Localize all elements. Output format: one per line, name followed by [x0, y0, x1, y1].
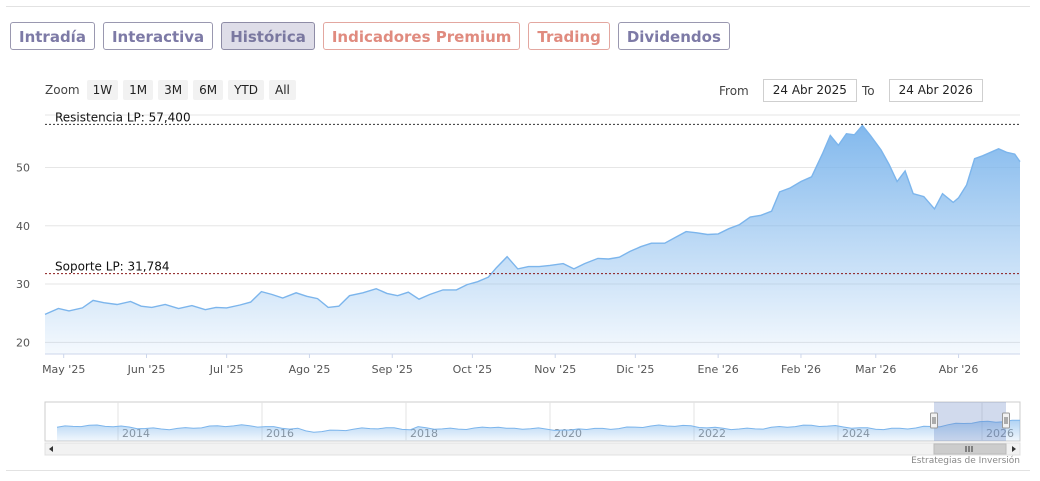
price-area — [45, 125, 1020, 354]
zoom-controls: Zoom 1W 1M 3M 6M YTD All — [45, 80, 296, 100]
tab-dividendos[interactable]: Dividendos — [617, 22, 730, 50]
zoom-label: Zoom — [45, 83, 80, 97]
zoom-ytd-button[interactable]: YTD — [228, 80, 264, 100]
scrollbar-track[interactable] — [44, 442, 1021, 456]
scrollbar-thumb[interactable] — [933, 443, 1007, 455]
navigator-area — [57, 420, 1020, 441]
zoom-all-button[interactable]: All — [269, 80, 296, 100]
x-tick-label: Ene '26 — [698, 363, 739, 376]
bottom-divider — [6, 470, 1030, 471]
navigator-line — [56, 419, 1021, 433]
tab-bar: Intradía Interactiva Histórica Indicadores … — [10, 22, 730, 50]
from-date-input[interactable]: 24 Abr 2025 — [762, 79, 857, 102]
top-divider — [6, 6, 1030, 7]
resistance-label: Resistencia LP: 57,400 — [55, 110, 191, 124]
x-tick-label: Mar '26 — [855, 363, 896, 376]
zoom-1m-button[interactable]: 1M — [123, 80, 154, 100]
zoom-1w-button[interactable]: 1W — [86, 80, 119, 100]
range-to: To 24 Abr 2026 — [862, 79, 983, 102]
chart-credit: Estrategias de Inversión — [911, 456, 1020, 466]
navigator-selection[interactable] — [934, 402, 1006, 441]
x-tick-label: Abr '26 — [939, 363, 979, 376]
zoom-3m-button[interactable]: 3M — [158, 80, 189, 100]
navigator-left-handle[interactable] — [930, 412, 938, 429]
tab-interactiva[interactable]: Interactiva — [102, 22, 214, 50]
y-tick-label: 20 — [16, 336, 30, 349]
x-tick-label: Jun '25 — [127, 363, 166, 376]
x-tick-label: Sep '25 — [372, 363, 413, 376]
x-tick-label: Oct '25 — [453, 363, 493, 376]
x-tick-label: May '25 — [42, 363, 85, 376]
tab-indicadores-premium[interactable]: Indicadores Premium — [322, 22, 521, 50]
navigator-right-handle[interactable] — [1002, 412, 1010, 429]
to-date-input[interactable]: 24 Abr 2026 — [888, 79, 983, 102]
to-label: To — [862, 83, 875, 98]
scroll-right-arrow-icon[interactable] — [1012, 446, 1016, 452]
y-tick-label: 50 — [16, 161, 30, 174]
y-tick-label: 40 — [16, 220, 30, 233]
support-label: Soporte LP: 31,784 — [55, 260, 170, 274]
from-label: From — [719, 83, 749, 98]
tab-intradía[interactable]: Intradía — [10, 22, 95, 50]
x-tick-label: Ago '25 — [289, 363, 331, 376]
x-tick-label: Dic '25 — [616, 363, 654, 376]
tab-trading[interactable]: Trading — [528, 22, 610, 50]
price-line — [44, 124, 1021, 316]
tab-histórica[interactable]: Histórica — [221, 22, 315, 50]
scroll-left-arrow-icon[interactable] — [49, 446, 53, 452]
x-tick-label: Jul '25 — [209, 363, 244, 376]
x-tick-label: Nov '25 — [534, 363, 576, 376]
range-from: From 24 Abr 2025 — [719, 79, 857, 102]
zoom-6m-button[interactable]: 6M — [193, 80, 224, 100]
y-tick-label: 30 — [16, 278, 30, 291]
x-tick-label: Feb '26 — [781, 363, 821, 376]
